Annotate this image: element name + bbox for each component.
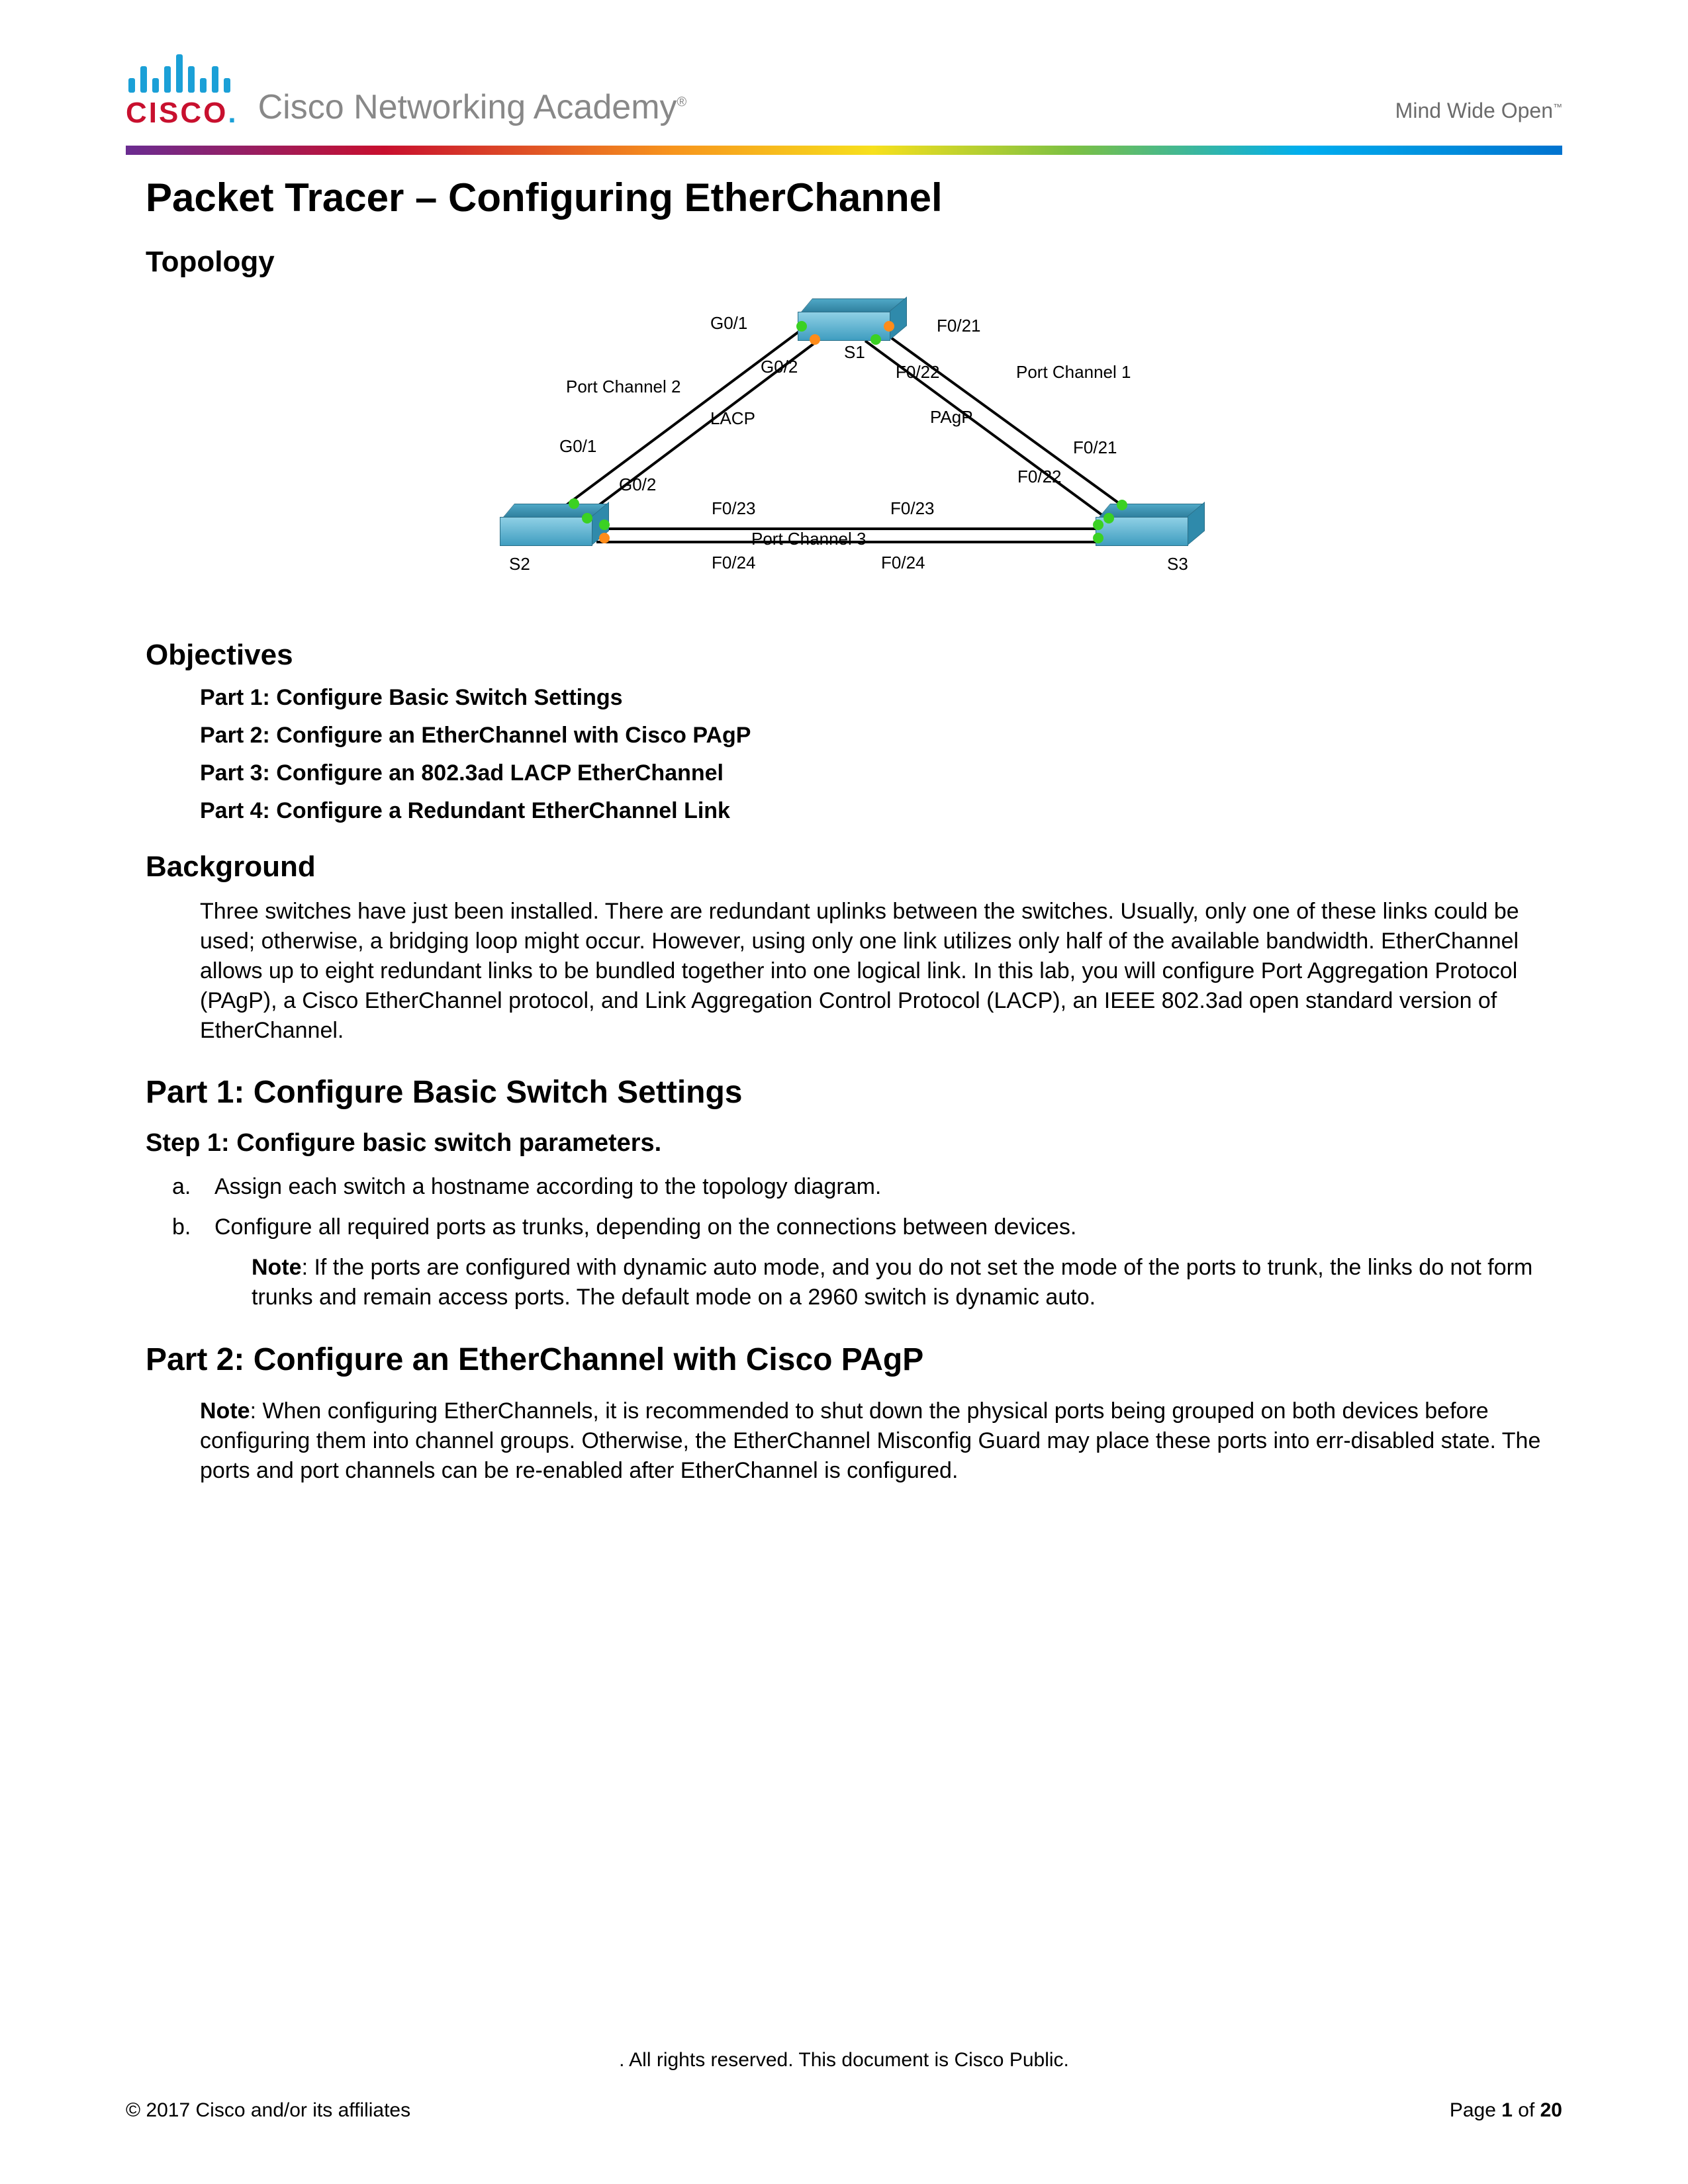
- link-status-dot: [810, 334, 820, 345]
- list-item: b. Configure all required ports as trunk…: [172, 1212, 1542, 1242]
- topology-label: F0/24: [712, 553, 756, 573]
- step1-list: a. Assign each switch a hostname accordi…: [146, 1172, 1542, 1242]
- link-status-dot: [599, 520, 610, 530]
- topology-heading: Topology: [146, 246, 1542, 279]
- list-letter: b.: [172, 1212, 214, 1242]
- part2-heading: Part 2: Configure an EtherChannel with C…: [146, 1342, 1542, 1378]
- link-status-dot: [599, 533, 610, 543]
- link-status-dot: [870, 334, 881, 345]
- list-text: Assign each switch a hostname according …: [214, 1172, 881, 1202]
- link-status-dot: [1093, 533, 1103, 543]
- tagline: Mind Wide Open™: [1395, 99, 1562, 130]
- list-text: Configure all required ports as trunks, …: [214, 1212, 1076, 1242]
- topology-label: G0/2: [761, 357, 798, 377]
- logo-block: CISCO. Cisco Networking Academy®: [126, 53, 686, 130]
- footer-right: Page 1 of 20: [1450, 2099, 1562, 2122]
- objective-item: Part 2: Configure an EtherChannel with C…: [200, 723, 1542, 749]
- background-heading: Background: [146, 850, 1542, 884]
- topology-label: F0/23: [712, 498, 756, 519]
- step1-heading: Step 1: Configure basic switch parameter…: [146, 1129, 1542, 1158]
- topology-label: Port Channel 3: [751, 529, 866, 549]
- link-status-dot: [884, 321, 894, 332]
- topology-label: F0/23: [890, 498, 935, 519]
- list-item: a. Assign each switch a hostname accordi…: [172, 1172, 1542, 1202]
- topology-label: PAgP: [930, 407, 973, 428]
- step1-note: Note: If the ports are configured with d…: [146, 1253, 1542, 1312]
- topology-label: G0/2: [619, 475, 656, 495]
- topology-label: LACP: [710, 408, 755, 429]
- cisco-wordmark: CISCO.: [126, 97, 238, 130]
- cisco-logo: CISCO.: [126, 53, 238, 130]
- topology-label: F0/21: [937, 316, 981, 336]
- topology-label: Port Channel 1: [1016, 362, 1131, 383]
- topology-label: G0/1: [710, 313, 747, 334]
- topology-diagram: S1 S2 S3 F0/21 Port Channel 1 F0/22 PAgP F0/21 F…: [146, 292, 1542, 610]
- objective-item: Part 4: Configure a Redundant EtherChann…: [200, 798, 1542, 824]
- objective-item: Part 3: Configure an 802.3ad LACP EtherC…: [200, 760, 1542, 786]
- topology-label: F0/22: [1017, 467, 1062, 487]
- link-status-dot: [1103, 513, 1114, 523]
- objectives-list: Part 1: Configure Basic Switch Settings …: [146, 685, 1542, 824]
- switch-label: S1: [844, 342, 865, 363]
- switch-s3: [1096, 504, 1188, 546]
- link-status-dot: [582, 513, 592, 523]
- topology-label: F0/21: [1073, 437, 1117, 458]
- topology-label: G0/1: [559, 436, 596, 457]
- footer-center: . All rights reserved. This document is …: [0, 2049, 1688, 2071]
- part1-heading: Part 1: Configure Basic Switch Settings: [146, 1074, 1542, 1111]
- part2-note: Note: When configuring EtherChannels, it…: [146, 1396, 1542, 1486]
- link-status-dot: [569, 498, 579, 509]
- objective-item: Part 1: Configure Basic Switch Settings: [200, 685, 1542, 711]
- topology-label: F0/24: [881, 553, 925, 573]
- switch-s2: [500, 504, 592, 546]
- document-body: Packet Tracer – Configuring EtherChannel…: [126, 155, 1562, 1486]
- switch-label: S2: [509, 554, 530, 574]
- footer-left: © 2017 Cisco and/or its affiliates: [126, 2099, 410, 2122]
- cisco-bars-icon: [128, 53, 230, 93]
- topology-label: Port Channel 2: [566, 377, 680, 397]
- document-title: Packet Tracer – Configuring EtherChannel: [146, 175, 1542, 220]
- header-gradient-divider: [126, 146, 1562, 155]
- footer-row: © 2017 Cisco and/or its affiliates Page …: [126, 2099, 1562, 2122]
- objectives-heading: Objectives: [146, 639, 1542, 672]
- link-status-dot: [1117, 500, 1127, 510]
- link-status-dot: [796, 321, 807, 332]
- academy-title: Cisco Networking Academy®: [258, 87, 687, 130]
- list-letter: a.: [172, 1172, 214, 1202]
- link-status-dot: [1093, 520, 1103, 530]
- background-body: Three switches have just been installed.…: [146, 897, 1542, 1045]
- topology-label: F0/22: [896, 362, 940, 383]
- page-header: CISCO. Cisco Networking Academy® Mind Wi…: [126, 53, 1562, 142]
- switch-label: S3: [1167, 554, 1188, 574]
